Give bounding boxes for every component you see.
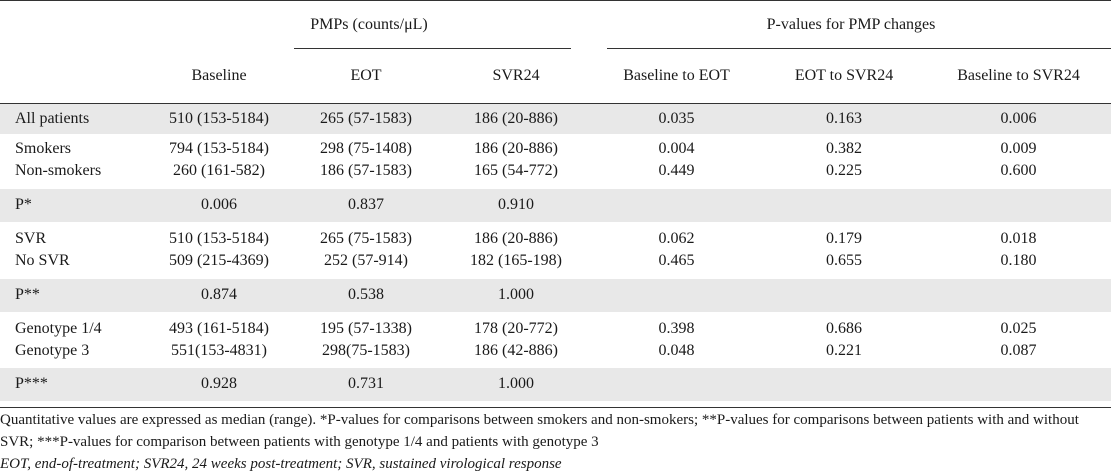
cell: 510 (153-5184) <box>147 103 291 134</box>
cell: 0.025 <box>1000 319 1037 337</box>
footnote-definitions: EOT, end-of-treatment; SVR24, 24 weeks p… <box>0 456 562 472</box>
cell: 178 (20-772) <box>474 319 558 337</box>
cell: 0.018 <box>1000 229 1037 247</box>
cell: 509 (215-4369) <box>169 251 269 269</box>
cell: 0.221 <box>826 341 863 359</box>
header-columns-row: Baseline EOT SVR24 Baseline to EOT EOT t… <box>0 49 1111 104</box>
cell: 0.179 <box>826 229 863 247</box>
top-rule <box>0 0 1111 1</box>
header-pvalues-group: P-values for PMP changes <box>591 1 1111 49</box>
cell: 0.225 <box>826 161 863 179</box>
footnote-abbreviations-pvalues: Quantitative values are expressed as med… <box>0 412 1079 450</box>
pmp-table: PMPs (counts/μL) P-values for PMP change… <box>0 1 1111 401</box>
col-header-baseline-to-eot: Baseline to EOT <box>591 49 763 104</box>
row-label: Genotype 3 <box>15 341 90 359</box>
cell: 186 (57-1583) <box>320 161 412 179</box>
cell: 298 (75-1408) <box>320 139 412 157</box>
row-label: Non-smokers <box>15 161 102 179</box>
cell: 0.398 <box>658 319 695 337</box>
cell: 0.538 <box>291 278 441 312</box>
table-body: All patients 510 (153-5184) 265 (57-1583… <box>0 103 1111 401</box>
cell: 186 (20-886) <box>441 103 592 134</box>
cell: 0.655 <box>826 251 863 269</box>
row-label: P* <box>0 188 147 222</box>
cell: 265 (75-1583) <box>320 229 412 247</box>
cell: 0.382 <box>826 139 863 157</box>
row-label: SVR <box>15 229 47 247</box>
header-group-row: PMPs (counts/μL) P-values for PMP change… <box>0 1 1111 49</box>
cell: 0.910 <box>441 188 592 222</box>
table-row: All patients 510 (153-5184) 265 (57-1583… <box>0 103 1111 134</box>
table-row: Smokers 794 (153-5184) 298 (75-1408) 186… <box>0 134 1111 160</box>
row-label: All patients <box>0 103 147 134</box>
row-label: P** <box>0 278 147 312</box>
cell: 0.600 <box>1000 161 1037 179</box>
header-label-cell <box>0 49 147 104</box>
cell: 794 (153-5184) <box>169 139 269 157</box>
cell: 195 (57-1338) <box>320 319 412 337</box>
cell: 186 (20-886) <box>474 229 558 247</box>
cell: 0.837 <box>291 188 441 222</box>
header-pmps-group: PMPs (counts/μL) <box>147 1 591 49</box>
cell: 0.928 <box>147 367 291 401</box>
cell: 265 (57-1583) <box>291 103 441 134</box>
cell: 0.874 <box>147 278 291 312</box>
cell: 182 (165-198) <box>470 251 562 269</box>
cell <box>762 367 927 401</box>
table-row: SVR 510 (153-5184) 265 (75-1583) 186 (20… <box>0 222 1111 250</box>
cell: 1.000 <box>441 367 592 401</box>
header-empty-cell <box>0 1 147 49</box>
cell <box>926 188 1111 222</box>
col-header-svr24: SVR24 <box>441 49 592 104</box>
table-row: Genotype 1/4 493 (161-5184) 195 (57-1338… <box>0 312 1111 340</box>
row-label: Genotype 1/4 <box>15 319 102 337</box>
cell: 0.006 <box>926 103 1111 134</box>
cell <box>926 278 1111 312</box>
table-footnotes: Quantitative values are expressed as med… <box>0 407 1111 475</box>
cell <box>762 188 927 222</box>
cell: 0.006 <box>147 188 291 222</box>
cell: 186 (20-886) <box>474 139 558 157</box>
cell: 510 (153-5184) <box>169 229 269 247</box>
cell: 252 (57-914) <box>324 251 408 269</box>
cell: 260 (161-582) <box>173 161 265 179</box>
table-row: P** 0.874 0.538 1.000 <box>0 278 1111 312</box>
cell: 1.000 <box>441 278 592 312</box>
cell <box>591 188 763 222</box>
table-row: P* 0.006 0.837 0.910 <box>0 188 1111 222</box>
table-row: No SVR 509 (215-4369) 252 (57-914) 182 (… <box>0 250 1111 279</box>
cell: 0.048 <box>658 341 695 359</box>
cell <box>591 278 763 312</box>
cell: 0.087 <box>1000 341 1037 359</box>
row-label: P*** <box>0 367 147 401</box>
cell: 165 (54-772) <box>474 161 558 179</box>
cell: 493 (161-5184) <box>169 319 269 337</box>
col-header-eot: EOT <box>291 49 441 104</box>
row-label: Smokers <box>15 139 71 157</box>
table-row: Non-smokers 260 (161-582) 186 (57-1583) … <box>0 160 1111 189</box>
col-header-eot-to-svr24: EOT to SVR24 <box>762 49 927 104</box>
table-row: P*** 0.928 0.731 1.000 <box>0 367 1111 401</box>
cell: 0.180 <box>1000 251 1037 269</box>
cell: 0.465 <box>658 251 695 269</box>
cell: 551(153-4831) <box>171 341 267 359</box>
cell: 0.686 <box>826 319 863 337</box>
cell: 0.062 <box>658 229 695 247</box>
row-label: No SVR <box>15 251 70 269</box>
cell: 0.163 <box>762 103 927 134</box>
cell: 298(75-1583) <box>322 341 410 359</box>
cell <box>591 367 763 401</box>
table-row: Genotype 3 551(153-4831) 298(75-1583) 18… <box>0 340 1111 368</box>
cell: 0.449 <box>658 161 695 179</box>
col-header-baseline-to-svr24: Baseline to SVR24 <box>926 49 1111 104</box>
cell <box>762 278 927 312</box>
cell: 0.009 <box>1000 139 1037 157</box>
cell: 186 (42-886) <box>474 341 558 359</box>
cell <box>926 367 1111 401</box>
col-header-baseline: Baseline <box>147 49 291 104</box>
cell: 0.004 <box>658 139 695 157</box>
cell: 0.731 <box>291 367 441 401</box>
cell: 0.035 <box>591 103 763 134</box>
